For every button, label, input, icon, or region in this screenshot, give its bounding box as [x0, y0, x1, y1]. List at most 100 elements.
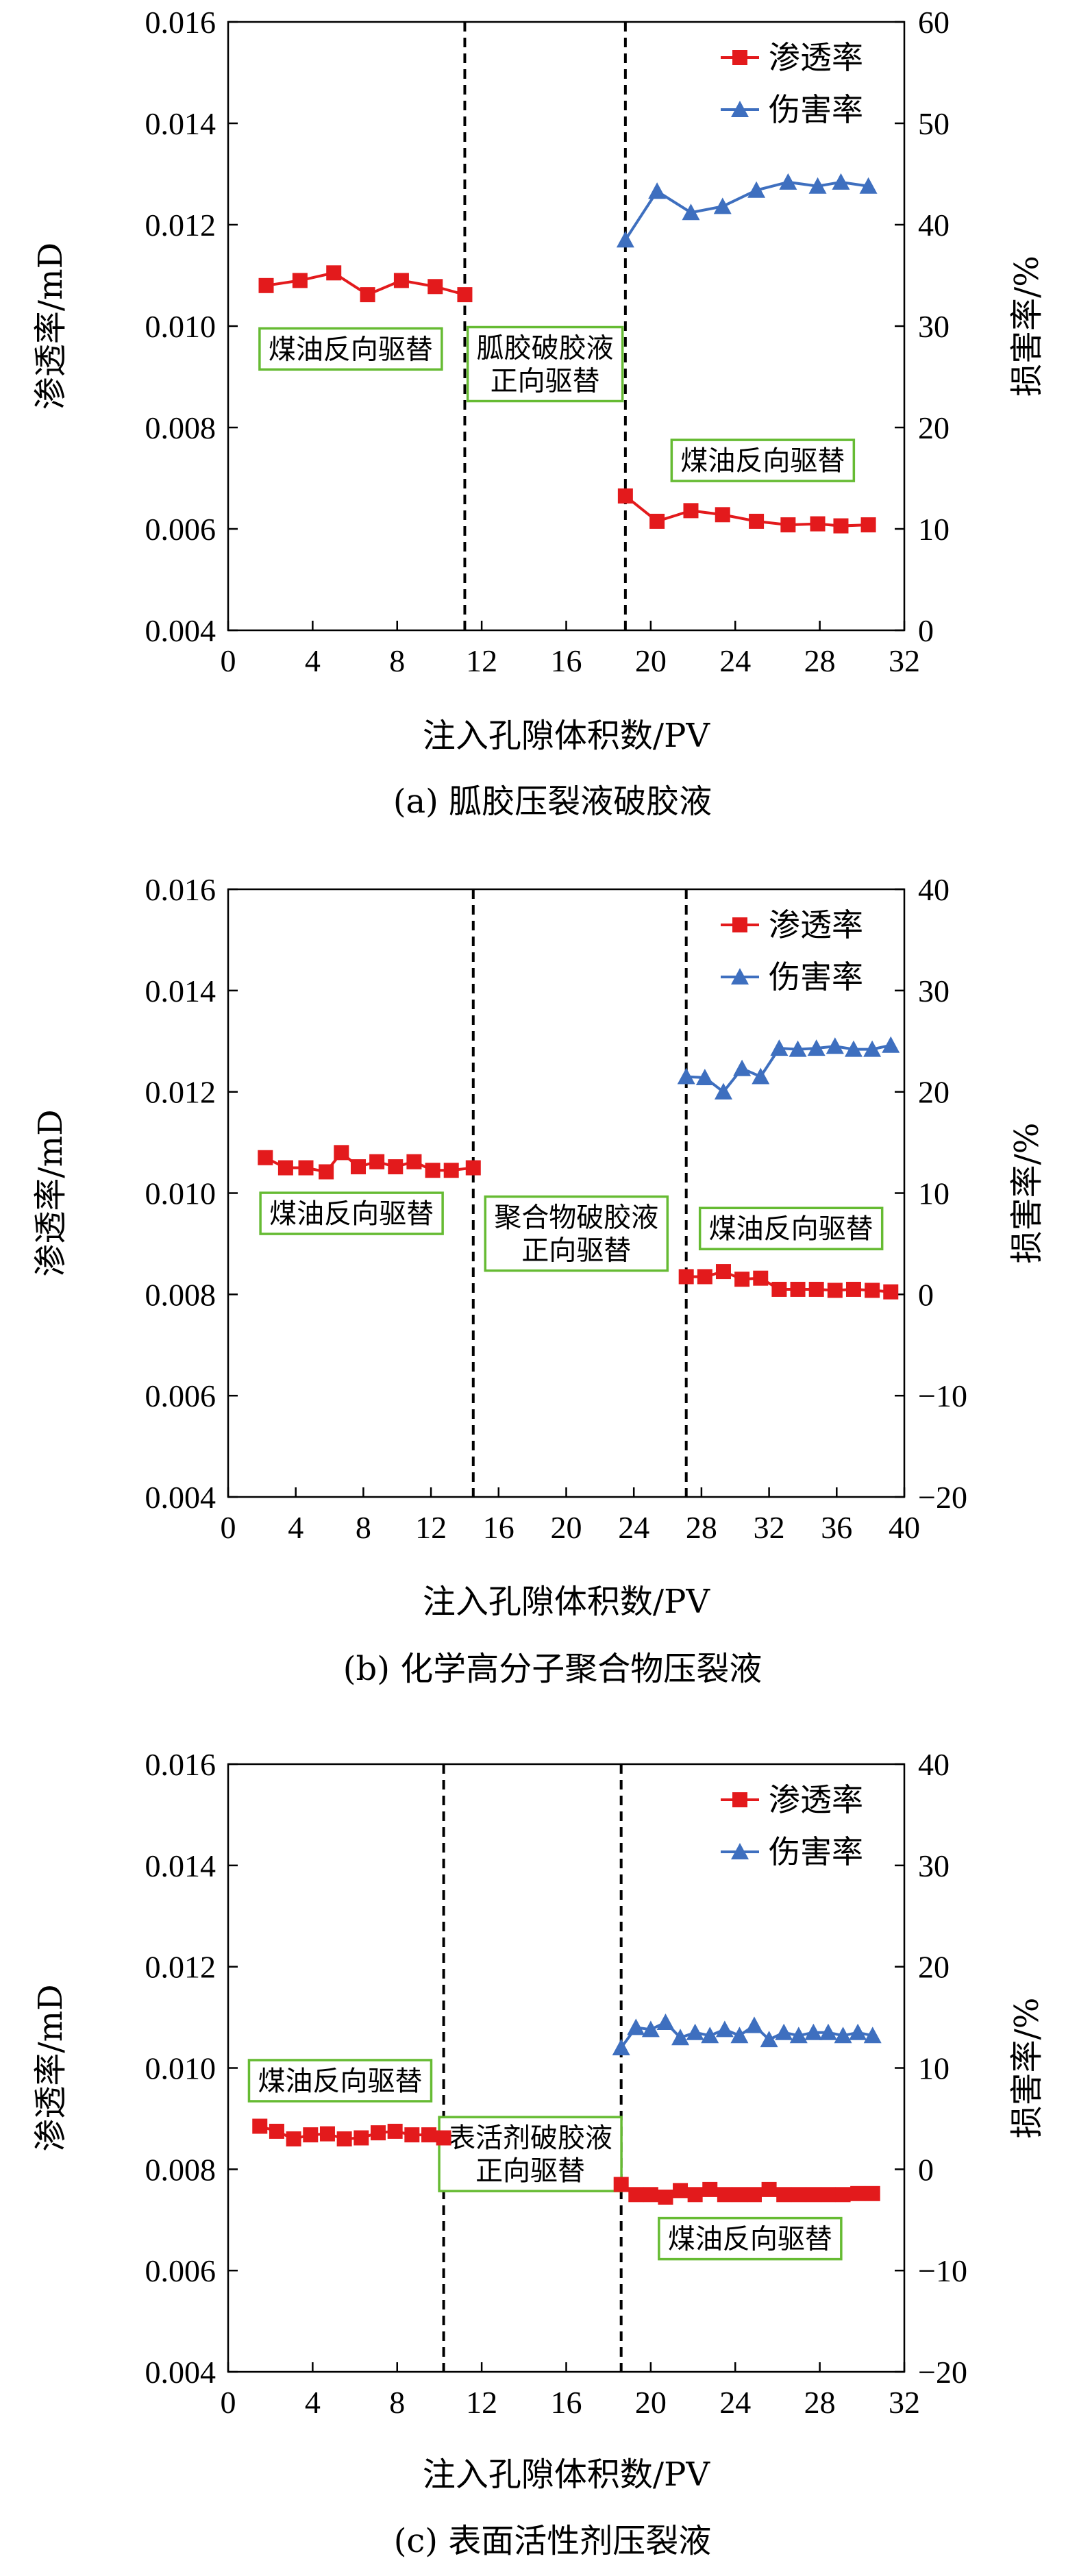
data-point	[790, 1281, 806, 1297]
y-tick-label: 0.008	[145, 1277, 216, 1312]
y-tick-label: 0.006	[145, 512, 216, 547]
data-point	[350, 1159, 366, 1175]
x-tick-label: 32	[754, 1510, 785, 1545]
x-tick-label: 12	[415, 1510, 447, 1545]
x-tick-label: 0	[221, 643, 236, 678]
x-axis-label: 注入孔隙体积数/PV	[423, 717, 710, 755]
x-tick-label: 32	[889, 643, 920, 678]
data-point	[863, 2027, 882, 2044]
data-point	[421, 2127, 437, 2143]
data-point	[730, 2027, 749, 2044]
data-point	[883, 1284, 899, 1300]
data-point	[658, 2189, 673, 2205]
legend-marker	[731, 101, 749, 118]
data-point	[643, 2187, 658, 2203]
data-point	[269, 2123, 284, 2139]
data-point	[252, 2118, 268, 2134]
chart-a: 0 4 8 12 16 20 24 28 32 0.004 0.006 0.008 0.010 0.012…	[32, 5, 1046, 821]
y-tick-label: 0.012	[145, 208, 216, 243]
legend-label: 伤害率	[769, 958, 863, 995]
stage-annotation: 煤油反向驱替	[247, 2059, 433, 2103]
y2-tick-label: 10	[918, 2051, 950, 2086]
y2-tick-label: 40	[918, 872, 950, 907]
data-point	[715, 1264, 731, 1280]
y-tick-label: 0.010	[145, 2051, 216, 2086]
data-point	[457, 287, 473, 303]
data-point	[713, 197, 732, 214]
data-point	[776, 2187, 792, 2203]
series-damage	[677, 1036, 900, 1100]
y2-tick-label: 60	[918, 5, 950, 40]
x-tick-label: 36	[821, 1510, 852, 1545]
series-permeability	[258, 265, 876, 534]
x-tick-label: 24	[719, 643, 751, 678]
y-axis-label: 渗透率/mD	[32, 243, 70, 410]
data-point	[820, 2187, 836, 2203]
x-tick-label: 16	[483, 1510, 514, 1545]
y2-tick-label: 0	[918, 1277, 934, 1312]
annotation-text: 煤油反向驱替	[269, 334, 433, 365]
x-tick-label: 8	[389, 643, 405, 678]
data-point	[715, 507, 730, 523]
y2-tick-label: 50	[918, 106, 950, 141]
legend-marker	[732, 50, 747, 65]
data-point	[761, 2181, 777, 2197]
stage-annotation: 煤油反向驱替	[259, 1191, 444, 1235]
data-point	[298, 1160, 314, 1176]
data-point	[808, 177, 827, 194]
y-tick-label: 0.004	[145, 2355, 216, 2390]
x-tick-label: 20	[635, 2385, 667, 2420]
legend-marker	[732, 917, 747, 932]
data-point	[717, 2187, 732, 2203]
y2-tick-label: 30	[918, 309, 950, 344]
chart-c: 0 4 8 12 16 20 24 28 32 0.004 0.006 0.008 0.010 0.012…	[32, 1747, 1046, 2560]
x-tick-label: 24	[618, 1510, 649, 1545]
y2-tick-label: 30	[918, 974, 950, 1008]
y-tick-label: 0.012	[145, 1075, 216, 1110]
annotation-text: 煤油反向驱替	[680, 445, 845, 477]
data-point	[771, 1281, 787, 1297]
data-point	[319, 2126, 335, 2142]
data-point	[810, 516, 826, 532]
data-point	[334, 1145, 349, 1161]
data-point	[354, 2130, 369, 2146]
x-tick-label: 4	[305, 2385, 321, 2420]
y-axis-label: 渗透率/mD	[32, 1109, 70, 1276]
y2-tick-label: −10	[918, 2253, 967, 2288]
data-point	[715, 2020, 734, 2038]
y-tick-label: 0.014	[145, 106, 216, 141]
y-tick-label: 0.014	[145, 1848, 216, 1883]
series-permeability	[252, 2118, 880, 2205]
data-point	[673, 2183, 689, 2199]
data-point	[863, 1040, 882, 1057]
x-tick-label: 16	[551, 2385, 582, 2420]
y-tick-label: 0.016	[145, 5, 216, 40]
data-point	[827, 1283, 843, 1298]
annotation-box	[484, 1195, 669, 1272]
chart-caption: (c) 表面活性剂压裂液	[394, 2522, 712, 2560]
y2-tick-label: 30	[918, 1848, 950, 1883]
legend-label: 渗透率	[769, 906, 863, 943]
data-point	[286, 2131, 301, 2146]
stage-annotation: 煤油反向驱替	[258, 327, 443, 371]
y2-tick-label: 20	[918, 1075, 950, 1110]
data-point	[832, 173, 850, 190]
series-permeability	[258, 1145, 899, 1300]
data-point	[760, 2031, 778, 2048]
data-point	[732, 2187, 747, 2203]
data-point	[747, 2187, 762, 2203]
y2-tick-label: 0	[918, 2152, 934, 2187]
data-point	[747, 181, 766, 198]
x-tick-label: 28	[686, 1510, 717, 1545]
data-point	[370, 2125, 386, 2141]
y2-tick-label: 10	[918, 512, 950, 547]
x-axis-label: 注入孔隙体积数/PV	[423, 2455, 710, 2494]
annotation-text: 正向驱替	[491, 366, 600, 397]
data-point	[733, 1059, 752, 1076]
legend-label: 渗透率	[769, 39, 863, 76]
y-tick-label: 0.006	[145, 2253, 216, 2288]
data-point	[826, 1037, 844, 1054]
x-tick-label: 28	[804, 643, 836, 678]
